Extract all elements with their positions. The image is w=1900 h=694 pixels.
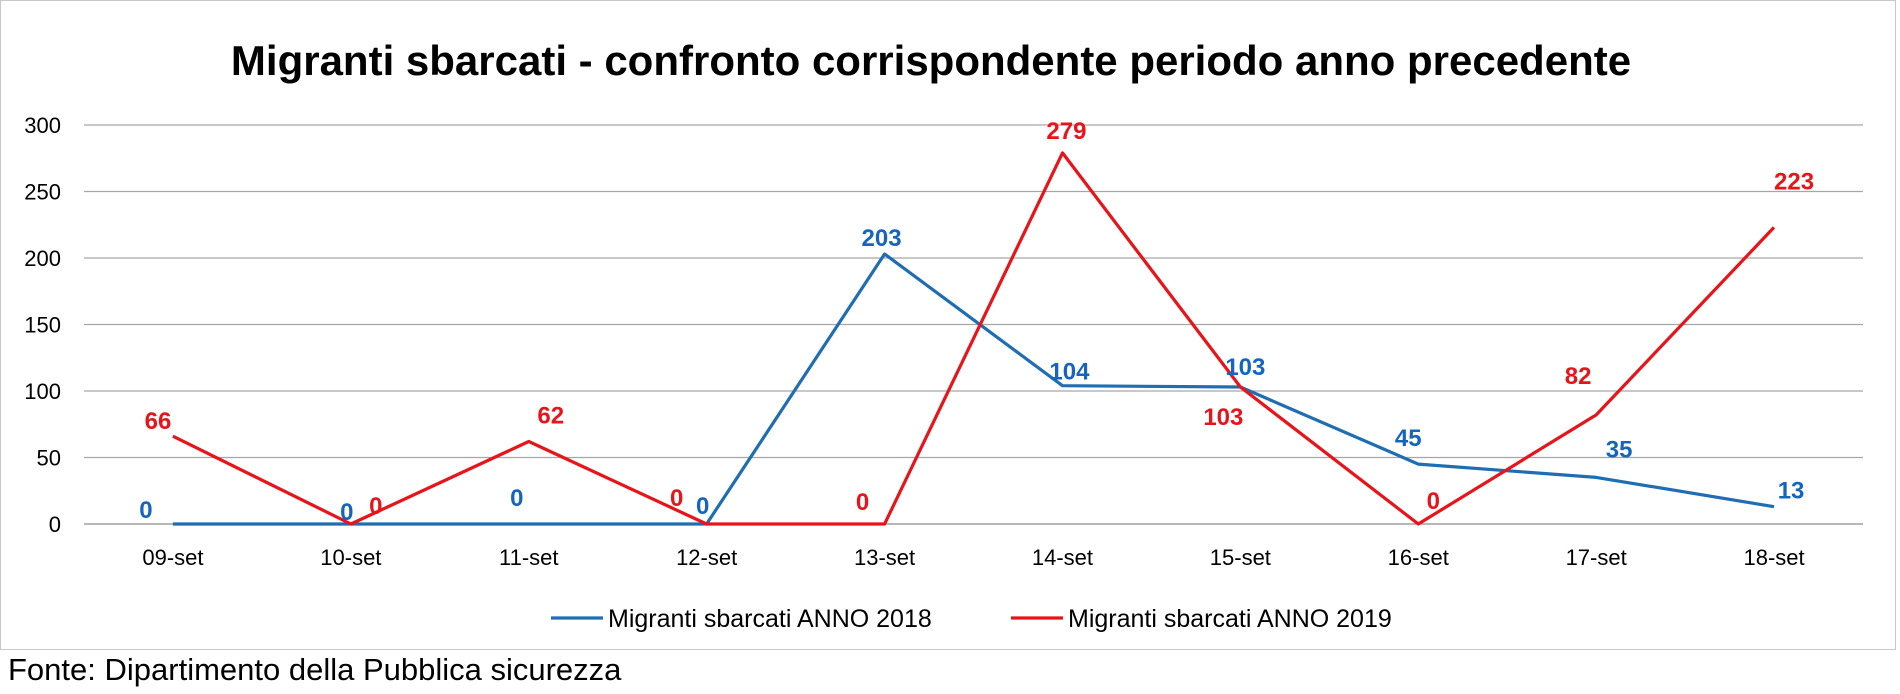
line-chart: Migranti sbarcati - confronto corrispond…: [24, 37, 1863, 633]
series-lines: [172, 151, 1776, 526]
legend-label: Migranti sbarcati ANNO 2018: [608, 605, 932, 633]
data-label: 62: [537, 403, 564, 430]
data-label: 0: [340, 499, 353, 526]
gridlines: [84, 124, 1863, 525]
data-label: 104: [1049, 359, 1090, 386]
series-line-2019: [172, 151, 1776, 526]
x-tick-label: 16-set: [1388, 545, 1449, 570]
chart-title: Migranti sbarcati - confronto corrispond…: [231, 37, 1631, 84]
x-tick-label: 09-set: [142, 545, 203, 570]
x-tick-label: 14-set: [1032, 545, 1093, 570]
data-label: 0: [670, 485, 683, 512]
data-label: 66: [145, 408, 172, 435]
chart-frame: Migranti sbarcati - confronto corrispond…: [0, 0, 1896, 650]
data-label: 0: [510, 485, 523, 512]
data-label: 0: [369, 493, 382, 520]
y-tick-label: 50: [37, 446, 61, 471]
data-label: 13: [1778, 478, 1805, 505]
y-tick-label: 150: [24, 313, 61, 338]
data-label: 82: [1565, 363, 1592, 390]
y-axis-ticks: 0 50 100 150 200 250 300: [24, 113, 61, 537]
legend-label: Migranti sbarcati ANNO 2019: [1068, 605, 1392, 633]
x-tick-label: 13-set: [854, 545, 915, 570]
x-axis-ticks: 09-set 10-set 11-set 12-set 13-set 14-set 15-s…: [142, 545, 1804, 570]
y-tick-label: 200: [24, 246, 61, 271]
x-tick-label: 18-set: [1743, 545, 1804, 570]
legend: Migranti sbarcati ANNO 2018 Migranti sbar…: [551, 605, 1392, 633]
y-tick-label: 250: [24, 180, 61, 205]
source-note: Fonte: Dipartimento della Pubblica sicur…: [8, 652, 622, 687]
data-label: 45: [1395, 425, 1422, 452]
x-tick-label: 17-set: [1566, 545, 1627, 570]
data-label: 223: [1774, 168, 1814, 195]
data-label: 279: [1046, 118, 1086, 145]
y-tick-label: 0: [49, 512, 61, 537]
data-label: 0: [696, 493, 709, 520]
data-label: 103: [1225, 354, 1265, 381]
x-tick-label: 15-set: [1210, 545, 1271, 570]
data-label: 0: [139, 497, 152, 524]
x-tick-label: 11-set: [499, 545, 559, 570]
x-tick-label: 12-set: [676, 545, 737, 570]
data-label: 0: [856, 489, 869, 516]
series-line-2018: [172, 252, 1775, 526]
y-tick-label: 300: [24, 113, 61, 138]
data-label: 203: [862, 225, 902, 252]
data-label: 103: [1203, 404, 1243, 431]
data-label: 0: [1427, 488, 1440, 515]
data-label: 35: [1606, 436, 1633, 463]
x-tick-label: 10-set: [320, 545, 381, 570]
y-tick-label: 100: [24, 379, 61, 404]
